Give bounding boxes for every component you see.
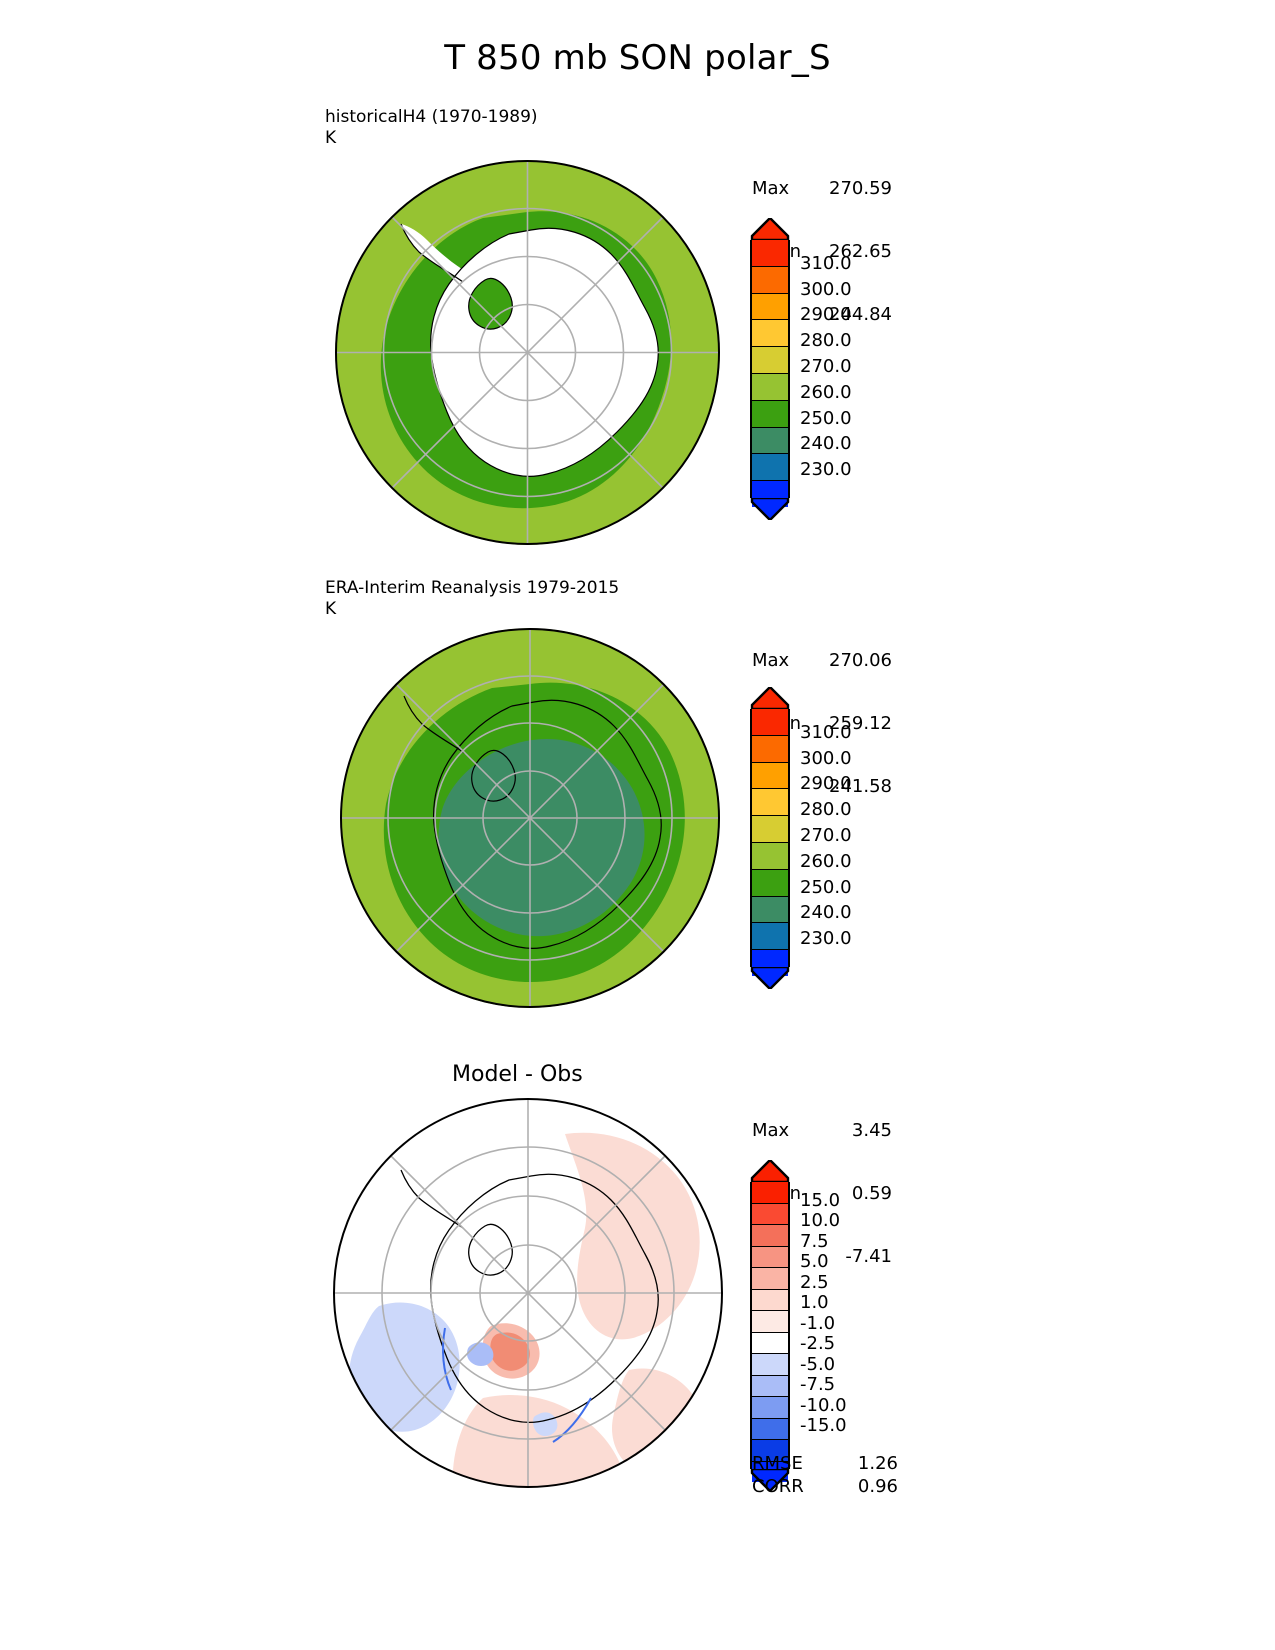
colorbar-tick-label: 300.0	[800, 747, 852, 769]
colorbar-segment	[752, 761, 788, 789]
colorbar-tick-label: 300.0	[800, 278, 852, 300]
panel-obs-title: ERA-Interim Reanalysis 1979-2015	[325, 578, 620, 598]
panel-model-units: K	[325, 128, 337, 148]
colorbar-segment	[752, 788, 788, 816]
colorbar-segment	[752, 265, 788, 293]
colorbar-tick-label: 290.0	[800, 304, 852, 326]
colorbar-segment	[752, 1182, 788, 1203]
stat-row: CORR 0.96	[752, 1476, 898, 1497]
colorbar-tick-label: -10.0	[800, 1394, 847, 1416]
colorbar-segment	[752, 319, 788, 347]
colorbar-tick-label: 5.0	[800, 1251, 829, 1272]
panel-difference-title: Model - Obs	[452, 1062, 583, 1087]
colorbar-difference	[750, 1160, 790, 1491]
colorbar-tick-label: 290.0	[800, 773, 852, 795]
colorbar-bottom-arrow	[750, 498, 790, 520]
colorbar-tick-label: 260.0	[800, 850, 852, 872]
colorbar-bottom-arrow	[750, 1469, 790, 1491]
colorbar-segment	[752, 1245, 788, 1267]
panel-model-title: historicalH4 (1970-1989)	[325, 107, 538, 127]
colorbar-segment	[752, 1288, 788, 1310]
colorbar-segment	[752, 1331, 788, 1353]
colorbar-tick-label: 280.0	[800, 330, 852, 352]
colorbar-segment	[752, 1224, 788, 1246]
colorbar-tick-label: 310.0	[800, 252, 852, 274]
colorbar-segment	[752, 426, 788, 454]
colorbar-segment	[752, 895, 788, 923]
colorbar-segment	[752, 1353, 788, 1375]
figure-title: T 850 mb SON polar_S	[444, 38, 831, 78]
colorbar-segment	[752, 1439, 788, 1461]
colorbar-tick-label: 270.0	[800, 356, 852, 377]
stat-row: Max 3.45	[752, 1120, 892, 1141]
colorbar-segment	[752, 1202, 788, 1224]
stat-row: Max 270.06	[752, 650, 892, 671]
colorbar-segment	[752, 453, 788, 481]
colorbar-segment	[752, 1374, 788, 1396]
colorbar-tick-label: -5.0	[800, 1353, 836, 1375]
colorbar-tick-label: 270.0	[800, 825, 852, 846]
colorbar-segment	[752, 734, 788, 762]
colorbar-tick-label: 250.0	[800, 407, 852, 429]
colorbar-bottom-arrow	[750, 967, 790, 989]
colorbar-segment	[752, 815, 788, 842]
colorbar-tick-label: 280.0	[800, 799, 852, 821]
colorbar-tick-label: 230.0	[800, 928, 852, 950]
colorbar-segment	[752, 399, 788, 427]
colorbar-top-arrow	[750, 218, 790, 240]
colorbar-top-arrow	[750, 687, 790, 709]
colorbar-segment	[752, 1396, 788, 1418]
colorbar-tick-label: 250.0	[800, 876, 852, 898]
colorbar-tick-label: -1.0	[800, 1312, 836, 1334]
colorbar-segment	[752, 1417, 788, 1439]
colorbar-tick-label: 10.0	[800, 1210, 841, 1231]
colorbar-segment	[752, 1267, 788, 1289]
difference-footer-stats: RMSE 1.26 CORR 0.96	[752, 1452, 898, 1498]
colorbar-segment	[752, 240, 788, 266]
colorbar-tick-label: 310.0	[800, 721, 852, 743]
colorbar-segment	[752, 346, 788, 373]
panel-obs-units: K	[325, 599, 337, 619]
map-difference-disc	[333, 1098, 723, 1488]
colorbar-tick-label: 1.0	[800, 1292, 829, 1313]
colorbar-segment	[752, 841, 788, 869]
colorbar-tick-label: 240.0	[800, 902, 852, 924]
colorbar-tick-label: 7.5	[800, 1230, 829, 1252]
colorbar-segment	[752, 922, 788, 950]
colorbar-tick-label: -7.5	[800, 1374, 836, 1395]
colorbar-tick-label: 230.0	[800, 459, 852, 481]
colorbar-segment	[752, 292, 788, 320]
colorbar-obs	[750, 687, 790, 989]
map-obs	[340, 628, 720, 1008]
map-model	[335, 160, 720, 545]
map-model-disc	[335, 160, 720, 545]
map-obs-disc	[340, 628, 720, 1008]
colorbar-tick-label: 2.5	[800, 1271, 829, 1293]
colorbar-tick-label: 240.0	[800, 433, 852, 455]
colorbar-model	[750, 218, 790, 520]
colorbar-tick-label: 15.0	[800, 1189, 841, 1211]
colorbar-segment	[752, 868, 788, 896]
colorbar-segment	[752, 1310, 788, 1332]
stat-row: Max 270.59	[752, 178, 892, 199]
colorbar-segment	[752, 709, 788, 735]
stat-row: RMSE 1.26	[752, 1453, 898, 1474]
colorbar-tick-label: -2.5	[800, 1333, 836, 1354]
colorbar-top-arrow	[750, 1160, 790, 1182]
colorbar-segment	[752, 372, 788, 400]
colorbar-tick-label: 260.0	[800, 381, 852, 403]
map-difference	[333, 1098, 723, 1488]
colorbar-tick-label: -15.0	[800, 1415, 847, 1436]
